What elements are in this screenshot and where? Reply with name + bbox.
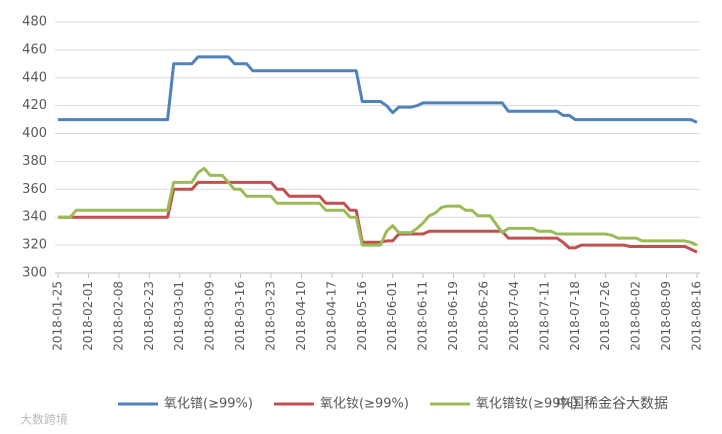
- x-tick-label: 2018-01-25: [51, 281, 65, 351]
- y-tick-label: 360: [22, 182, 47, 197]
- x-tick-label: 2018-07-11: [537, 281, 551, 351]
- x-tick-label: 2018-03-09: [203, 281, 217, 351]
- watermark: 中国稀金谷大数据: [556, 396, 668, 412]
- x-tick-label: 2018-03-01: [172, 281, 186, 351]
- line-series: [58, 166, 698, 247]
- x-tick-label: 2018-05-16: [355, 281, 369, 351]
- y-tick-label: 300: [22, 266, 47, 281]
- y-tick-label: 480: [22, 15, 47, 30]
- y-tick-label: 320: [22, 238, 47, 253]
- x-tick-label: 2018-03-23: [264, 281, 278, 351]
- line-series: [58, 180, 698, 254]
- legend-label: 氧化镨钕(≥99%): [476, 396, 578, 412]
- y-tick-label: 420: [22, 98, 47, 113]
- x-tick-label: 2018-02-23: [142, 281, 156, 351]
- y-tick-label: 340: [22, 210, 47, 225]
- x-tick-label: 2018-08-16: [689, 281, 703, 351]
- x-tick-label: 2018-07-26: [598, 281, 612, 351]
- line-series: [58, 55, 698, 124]
- legend-label: 氧化钕(≥99%): [320, 396, 409, 412]
- x-tick-label: 2018-04-10: [294, 281, 308, 351]
- x-tick-label: 2018-07-04: [507, 281, 521, 351]
- x-tick-label: 2018-06-01: [385, 281, 399, 351]
- x-tick-label: 2018-08-09: [659, 281, 673, 351]
- x-tick-label: 2018-07-18: [568, 281, 582, 351]
- x-tick-label: 2018-02-08: [111, 281, 125, 351]
- x-tick-label: 2018-06-19: [446, 281, 460, 351]
- x-tick-label: 2018-04-17: [324, 281, 338, 351]
- y-tick-label: 460: [22, 42, 47, 57]
- y-tick-label: 380: [22, 154, 47, 169]
- x-tick-label: 2018-02-01: [81, 281, 95, 351]
- y-tick-label: 440: [22, 70, 47, 85]
- x-tick-label: 2018-06-11: [416, 281, 430, 351]
- watermark: 大数跨境: [20, 412, 68, 427]
- y-tick-label: 400: [22, 126, 47, 141]
- x-tick-label: 2018-03-16: [233, 281, 247, 351]
- x-tick-label: 2018-08-02: [629, 281, 643, 351]
- x-tick-label: 2018-06-26: [476, 281, 490, 351]
- legend-label: 氧化镨(≥99%): [164, 397, 253, 412]
